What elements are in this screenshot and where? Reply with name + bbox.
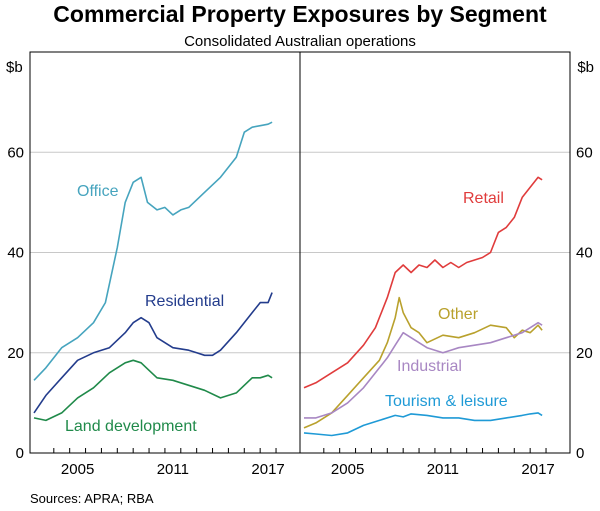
y-unit-left: $b (6, 59, 23, 76)
y-tick-label-right: 40 (576, 245, 593, 262)
x-tick-label: 2017 (521, 461, 554, 478)
y-tick-label-right: 20 (576, 345, 593, 362)
source-note: Sources: APRA; RBA (30, 491, 154, 506)
chart-title: Commercial Property Exposures by Segment (53, 1, 547, 27)
x-tick-label: 2011 (157, 461, 189, 478)
series-label-office: Office (77, 183, 119, 200)
chart-subtitle: Consolidated Australian operations (184, 33, 416, 50)
y-tick-label-right: 60 (576, 144, 593, 161)
x-tick-label: 2005 (331, 461, 364, 478)
series-label-other: Other (438, 306, 479, 323)
series-line-tourism (303, 412, 543, 437)
y-tick-label-left: 40 (7, 245, 24, 262)
x-tick-label: 2017 (251, 461, 284, 478)
series-label-retail: Retail (463, 190, 504, 207)
x-tick-label: 2005 (61, 461, 94, 478)
y-tick-label-left: 60 (7, 144, 24, 161)
series-label-industrial: Industrial (397, 358, 462, 375)
x-tick-label: 2011 (427, 461, 459, 478)
y-tick-label-left: 0 (16, 445, 24, 462)
series-labels: Office Residential Land development Retail O… (65, 183, 508, 435)
series-line-industrial (304, 321, 543, 419)
y-tick-label-right: 0 (576, 445, 584, 462)
series-lines (33, 121, 543, 437)
series-line-land (33, 359, 273, 422)
axes: 0 0 20 20 40 40 60 60 2005 2011 2017 2005 2011 2017 (7, 144, 592, 478)
series-line-retail (303, 176, 543, 389)
series-line-residential (33, 292, 273, 414)
series-label-land: Land development (65, 418, 197, 435)
series-line-office (33, 121, 273, 381)
plot-frame (29, 51, 571, 454)
series-label-residential: Residential (145, 293, 224, 310)
y-tick-label-left: 20 (7, 345, 24, 362)
series-label-tourism: Tourism & leisure (385, 393, 508, 410)
y-unit-right: $b (577, 59, 594, 76)
series-line-other (303, 296, 543, 429)
